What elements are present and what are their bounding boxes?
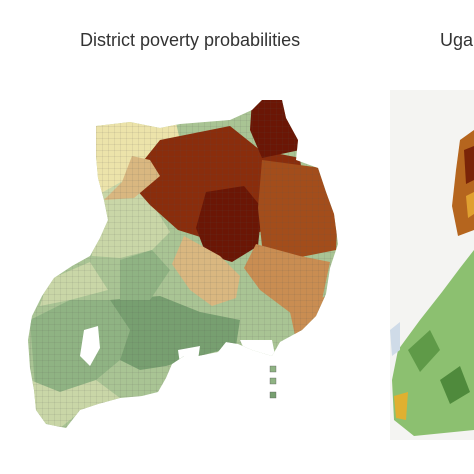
comparison-south-dark (408, 330, 440, 372)
comparison-south-darker (440, 366, 470, 404)
island-cells (269, 365, 277, 399)
comparison-southwest-yellow (394, 392, 408, 420)
comparison-map (390, 90, 474, 440)
district-poverty-map (28, 100, 338, 428)
comparison-lake (390, 322, 400, 356)
comparison-north-dark (464, 146, 474, 184)
lake-albert (80, 326, 100, 366)
map-title: District poverty probabilities (80, 30, 301, 50)
comparison-north-orange (466, 192, 474, 218)
poverty-map-panel: District poverty probabilities (28, 30, 338, 428)
lake-victoria (240, 340, 276, 362)
country-regions (28, 100, 338, 428)
comparison-map-panel: Uga (380, 0, 474, 474)
comparison-map-title: Uga (440, 30, 474, 50)
grid-overlay (28, 100, 338, 428)
